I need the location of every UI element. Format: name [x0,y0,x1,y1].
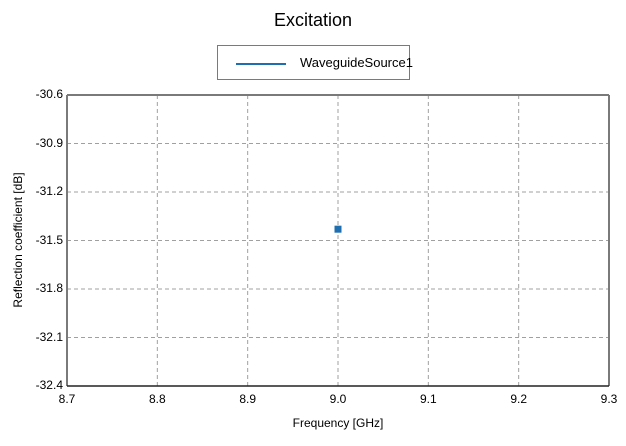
y-tick-label: -32.1 [35,329,63,344]
legend-label: WaveguideSource1 [300,55,413,70]
legend-line-icon [236,63,286,65]
y-tick-label: -31.5 [35,232,63,247]
x-axis-label: Frequency [GHz] [292,416,384,430]
x-tick-label: 9.2 [510,392,527,406]
grid-lines [67,95,609,386]
y-tick-label: -31.8 [35,281,63,295]
x-tick-label: 9.0 [329,392,347,406]
x-tick-label: 9.1 [419,392,437,406]
data-points [334,225,342,233]
x-tick-label: 8.9 [239,392,256,406]
x-tick-label: 8.7 [58,392,76,406]
y-tick-label: -32.4 [35,378,63,392]
x-tick-label: 9.3 [600,392,618,406]
legend: WaveguideSource1 [217,45,413,80]
data-point-marker [334,225,342,233]
y-tick-label: -30.6 [35,87,63,101]
chart-title: Excitation [273,10,353,30]
y-tick-label: -30.9 [35,135,63,150]
x-tick-label: 8.8 [148,392,166,406]
y-tick-label: -31.2 [35,184,63,198]
y-axis-label: Reflection coefficient [dB] [11,172,25,308]
